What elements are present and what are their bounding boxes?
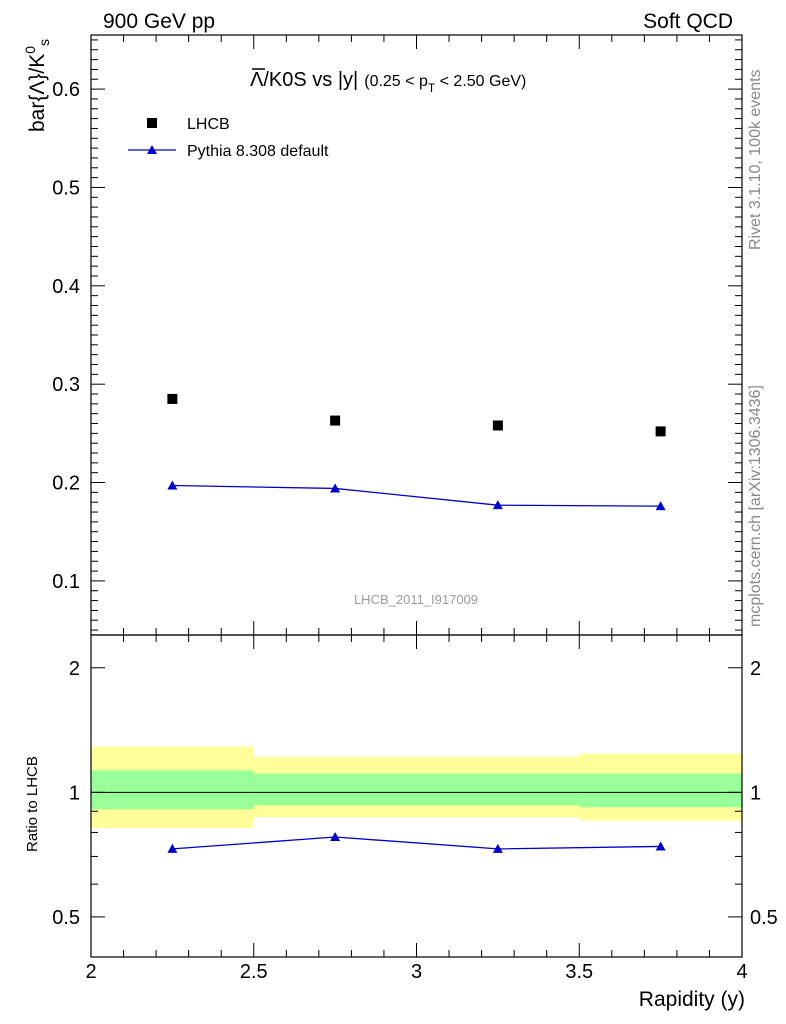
- x-tick-label: 4: [736, 961, 747, 983]
- ratio-pythia-line: [172, 836, 661, 850]
- legend-pythia-label: Pythia 8.308 default: [187, 143, 329, 160]
- main-y-tick-label: 0.6: [52, 79, 80, 101]
- ratio-band-inner: [579, 773, 742, 808]
- analysis-watermark: LHCB_2011_I917009: [354, 592, 478, 607]
- pythia-point: [330, 483, 341, 493]
- ratio-y-tick-label: 1: [69, 782, 80, 804]
- ratio-band-inner: [253, 773, 417, 806]
- x-tick-label: 2: [85, 961, 96, 983]
- pythia-point: [492, 500, 503, 510]
- mcplots-label: mcplots.cern.ch [arXiv:1306.3436]: [747, 385, 764, 627]
- lhcb-point: [330, 415, 341, 426]
- main-y-tick-label: 0.2: [52, 473, 80, 495]
- main-y-tick-label: 0.5: [52, 177, 80, 199]
- main-ylabel: bar{Λ}/K0s: [22, 39, 52, 132]
- title-rest: /K0S vs |y|: [263, 69, 358, 91]
- ratio-ylabel: Ratio to LHCB: [24, 756, 41, 852]
- ratio-y-tick-label: 0.5: [52, 907, 80, 929]
- title-pt-sub: T: [428, 81, 436, 95]
- lhcb-point: [492, 420, 503, 431]
- lhcb-point: [167, 393, 178, 404]
- ratio-pythia-point: [492, 843, 503, 853]
- legend-pythia-marker: [147, 145, 157, 154]
- legend-lhcb-marker: [147, 118, 157, 128]
- pythia-point: [655, 501, 666, 511]
- header-left: 900 GeV pp: [103, 10, 215, 33]
- x-tick-label: 2.5: [240, 961, 268, 983]
- pythia-line: [172, 484, 661, 507]
- ratio-y-tick-label-right: 0.5: [750, 907, 778, 929]
- plot-title: Λ/K0S vs |y| (0.25 < pT < 2.50 GeV): [250, 68, 526, 95]
- legend: LHCB Pythia 8.308 default: [128, 116, 329, 160]
- ratio-band-inner: [91, 770, 254, 810]
- x-axis-title: Rapidity (y): [639, 988, 745, 1011]
- ratio-pythia-point: [167, 843, 178, 853]
- x-tick-label: 3: [411, 961, 422, 983]
- header-right: Soft QCD: [643, 10, 733, 33]
- x-tick-label: 3.5: [565, 961, 593, 983]
- title-range-open: (0.25 < p: [364, 73, 428, 90]
- legend-lhcb-label: LHCB: [187, 116, 230, 133]
- title-range-close: < 2.50 GeV): [435, 73, 526, 90]
- main-y-tick-label: 0.3: [52, 374, 80, 396]
- main-y-tick-label: 0.4: [52, 276, 80, 298]
- plot-layer: 2 2.5 3 3.5 4 0.1 0.2 0.3 0.4 0.5 0.6 0.5 0.5 1 1 2 2: [52, 34, 778, 983]
- title-lambda: Λ: [250, 69, 264, 91]
- svg-text:Λ/K0S vs |y|(0.25 < pT < 2.50: Λ/K0S vs |y| (0.25 < pT < 2.50 GeV): [250, 69, 526, 95]
- ratio-y-tick-label: 2: [69, 658, 80, 680]
- ratio-band-inner: [416, 773, 580, 806]
- main-y-tick-label: 0.1: [52, 571, 80, 593]
- ratio-y-tick-label-right: 2: [750, 658, 761, 680]
- ratio-pythia-point: [655, 841, 666, 851]
- rivet-label: Rivet 3.1.10, 100k events: [747, 69, 764, 250]
- pythia-point: [167, 480, 178, 490]
- ratio-y-tick-label-right: 1: [750, 782, 761, 804]
- ratio-pythia-point: [330, 831, 341, 841]
- lhcb-point: [655, 426, 666, 437]
